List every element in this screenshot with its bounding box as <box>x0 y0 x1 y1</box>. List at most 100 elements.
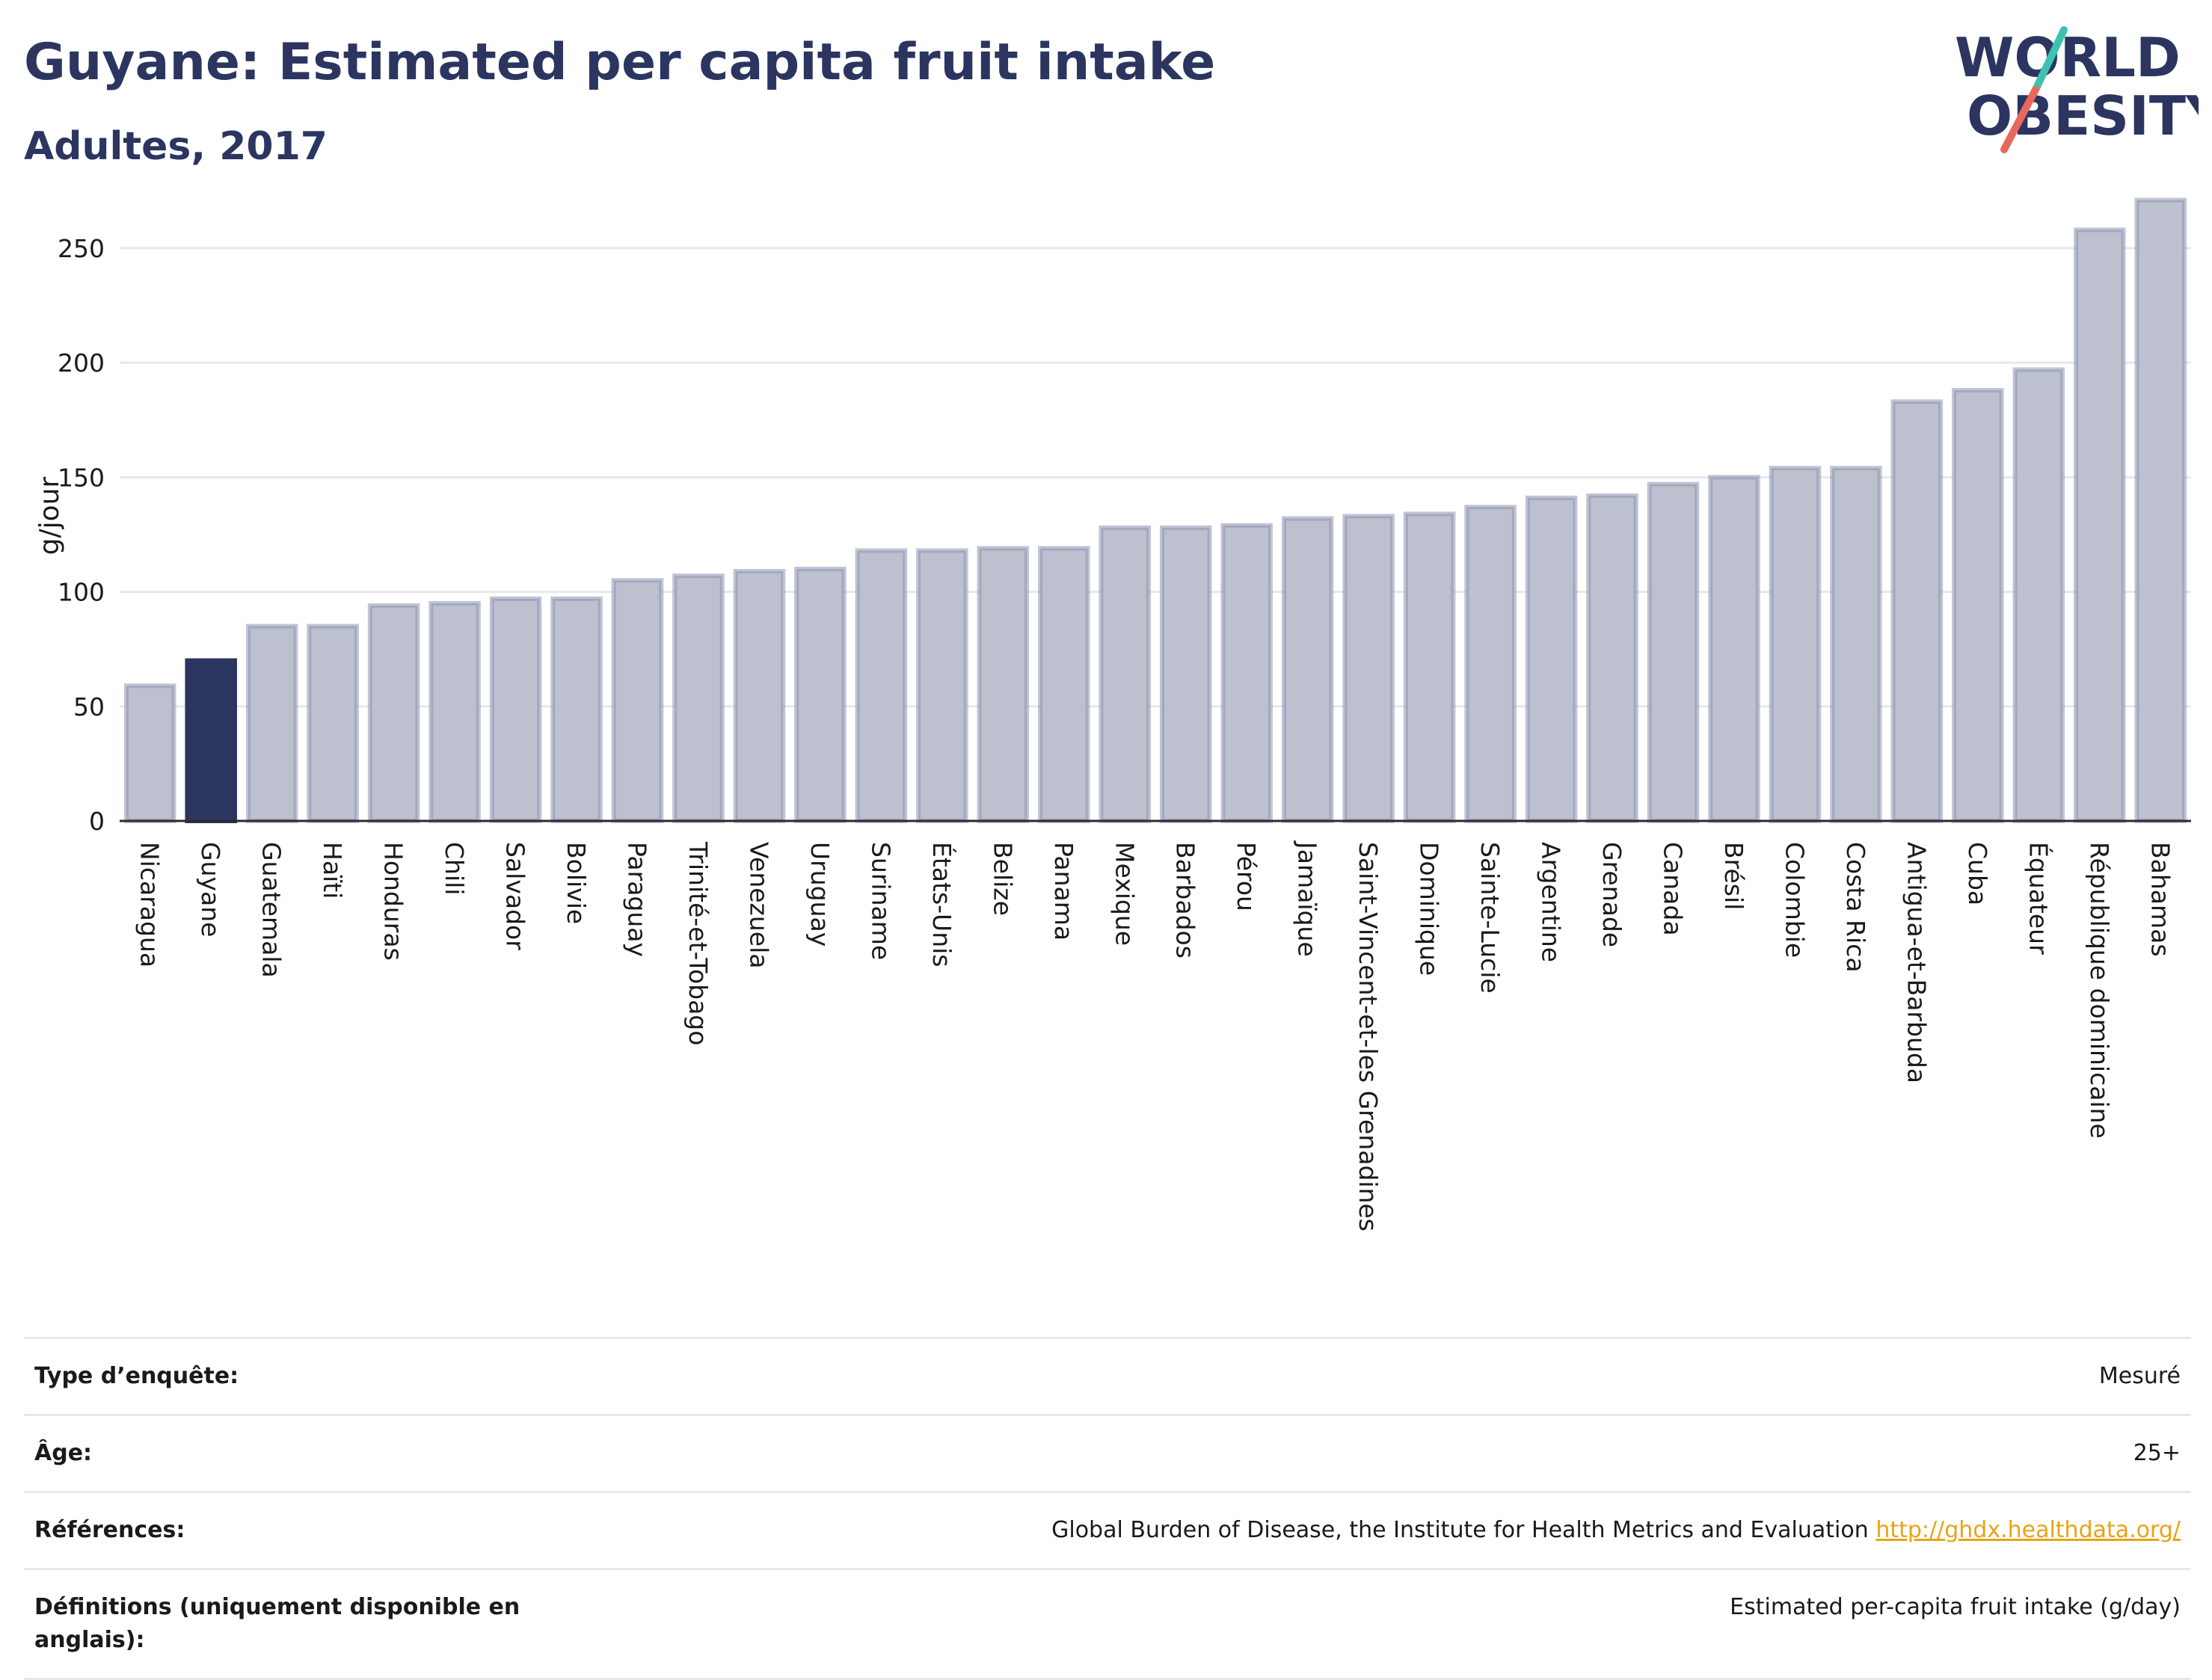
bar-p-rou[interactable] <box>1220 523 1273 823</box>
y-tick-label: 0 <box>89 807 105 836</box>
x-tick-label: République dominicaine <box>2085 842 2114 1139</box>
bar-honduras[interactable] <box>367 603 420 823</box>
info-table: Type d’enquête: Mesuré Âge: 25+ Référenc… <box>24 1337 2191 1680</box>
bar-canada[interactable] <box>1647 481 1700 823</box>
logo-line2: OBESITY <box>1967 84 2199 147</box>
x-tick-label: Uruguay <box>805 842 835 947</box>
logo-slash-coral-icon <box>2000 86 2039 153</box>
bar-uruguay[interactable] <box>794 566 847 824</box>
info-row-age: Âge: 25+ <box>24 1414 2191 1491</box>
info-label: Définitions (uniquement disponible en an… <box>34 1594 520 1653</box>
x-tick-label: Paraguay <box>623 842 652 957</box>
bar-cuba[interactable] <box>1952 387 2004 823</box>
chart-title: Guyane: Estimated per capita fruit intak… <box>24 33 1216 92</box>
info-value: Mesuré <box>2098 1363 2181 1389</box>
logo-slash-teal-icon <box>2032 26 2068 93</box>
bar-grenade[interactable] <box>1586 493 1638 823</box>
x-tick-label: Bolivie <box>562 842 591 924</box>
x-tick-label: Brésil <box>1719 842 1748 910</box>
x-tick-label: Dominique <box>1415 842 1444 976</box>
y-tick-label: 50 <box>73 692 105 721</box>
x-tick-label: États-Unis <box>927 842 957 967</box>
info-row-survey-type: Type d’enquête: Mesuré <box>24 1337 2191 1414</box>
bar-antigua-et-barbuda[interactable] <box>1890 399 1944 823</box>
bar-chili[interactable] <box>428 600 481 824</box>
y-axis-label: g/jour <box>34 476 65 555</box>
bar-paraguay[interactable] <box>611 578 664 823</box>
bar-guyane[interactable] <box>185 658 237 823</box>
bar-jama-que[interactable] <box>1281 516 1334 823</box>
y-tick-label: 250 <box>58 234 105 263</box>
x-tick-label: Trinité-et-Tobago <box>683 841 713 1045</box>
y-tick-label: 150 <box>58 463 105 492</box>
bar-r-publique-dominicaine[interactable] <box>2074 227 2126 823</box>
reference-link[interactable]: http://ghdx.healthdata.org/ <box>1875 1517 2181 1543</box>
bar-venezuela[interactable] <box>733 568 786 823</box>
bar-barbados[interactable] <box>1159 525 1212 823</box>
x-tick-label: Guatemala <box>257 842 286 978</box>
y-tick-label: 100 <box>58 578 105 607</box>
x-tick-label: Honduras <box>379 842 408 961</box>
bar-chart: 0 50 100 150 200 250 Nicaragua Guyane Guatemala H… <box>34 197 2191 1231</box>
bar-sainte-lucie[interactable] <box>1464 505 1517 823</box>
info-row-references: Références: Global Burden of Disease, th… <box>24 1491 2191 1568</box>
x-tick-label: Grenade <box>1597 842 1626 947</box>
bar--tats-unis[interactable] <box>916 548 968 824</box>
x-tick-label: Antigua-et-Barbuda <box>1902 842 1931 1083</box>
x-tick-label: Haïti <box>318 842 347 899</box>
chart-subtitle: Adultes, 2017 <box>24 124 328 169</box>
x-tick-label: Cuba <box>1963 842 1992 905</box>
x-tick-label: Pérou <box>1232 842 1261 911</box>
x-tick-label: Bahamas <box>2145 842 2175 957</box>
x-tick-label: Saint-Vincent-et-les Grenadines <box>1354 842 1383 1231</box>
bar-colombie[interactable] <box>1769 466 1822 823</box>
info-value: 25+ <box>2133 1440 2181 1466</box>
bar-trinit-et-tobago[interactable] <box>672 573 725 823</box>
bar--quateur[interactable] <box>2012 367 2065 824</box>
x-tick-label: Équateur <box>2024 842 2053 955</box>
info-label: Âge: <box>34 1440 93 1466</box>
reference-text: Global Burden of Disease, the Institute … <box>1051 1517 1869 1543</box>
bar-nicaragua[interactable] <box>123 683 176 824</box>
x-tick-label: Venezuela <box>744 842 773 968</box>
bar-belize[interactable] <box>977 546 1030 823</box>
info-value-references: Global Burden of Disease, the Institute … <box>1051 1514 2181 1547</box>
x-tick-label: Costa Rica <box>1841 842 1870 973</box>
bar-salvador[interactable] <box>489 596 542 823</box>
info-row-definitions: Définitions (uniquement disponible en an… <box>24 1568 2191 1680</box>
info-label: Références: <box>34 1517 185 1543</box>
x-tick-label: Sainte-Lucie <box>1475 842 1505 994</box>
x-tick-label: Chili <box>440 842 469 895</box>
bar-costa-rica[interactable] <box>1830 466 1882 823</box>
bar-saint-vincent-et-les-grenadines[interactable] <box>1342 514 1395 823</box>
y-tick-label: 200 <box>58 348 105 378</box>
bar-bahamas[interactable] <box>2134 197 2187 824</box>
bar-argentine[interactable] <box>1525 495 1578 824</box>
x-tick-label: Jamaïque <box>1293 840 1322 957</box>
x-tick-label: Colombie <box>1780 842 1809 958</box>
bar-ha-ti[interactable] <box>307 624 359 823</box>
x-tick-label: Salvador <box>501 842 530 950</box>
bar-dominique[interactable] <box>1403 511 1456 824</box>
axes: 0 50 100 150 200 250 Nicaragua Guyane Guatemala H… <box>58 234 2191 1231</box>
x-tick-label: Barbados <box>1171 842 1200 959</box>
x-tick-label: Mexique <box>1110 842 1139 946</box>
info-value: Estimated per-capita fruit intake (g/day… <box>1730 1594 2181 1620</box>
bar-bolivie[interactable] <box>550 596 603 823</box>
x-tick-label: Argentine <box>1537 842 1566 962</box>
info-label: Type d’enquête: <box>34 1363 239 1389</box>
x-tick-label: Panama <box>1049 842 1078 941</box>
bar-br-sil[interactable] <box>1708 475 1760 823</box>
bar-suriname[interactable] <box>855 548 908 824</box>
x-tick-label: Canada <box>1659 842 1688 936</box>
world-obesity-logo: WORLD OBESITY <box>1955 26 2199 153</box>
bar-panama[interactable] <box>1038 546 1090 823</box>
x-tick-label: Nicaragua <box>135 842 165 967</box>
logo-line1: WORLD <box>1955 26 2181 89</box>
x-tick-label: Guyane <box>196 842 225 937</box>
bars <box>123 197 2187 824</box>
bar-mexique[interactable] <box>1099 525 1152 823</box>
bar-guatemala[interactable] <box>245 624 298 823</box>
x-tick-label: Suriname <box>866 842 895 960</box>
x-tick-label: Belize <box>988 842 1017 916</box>
